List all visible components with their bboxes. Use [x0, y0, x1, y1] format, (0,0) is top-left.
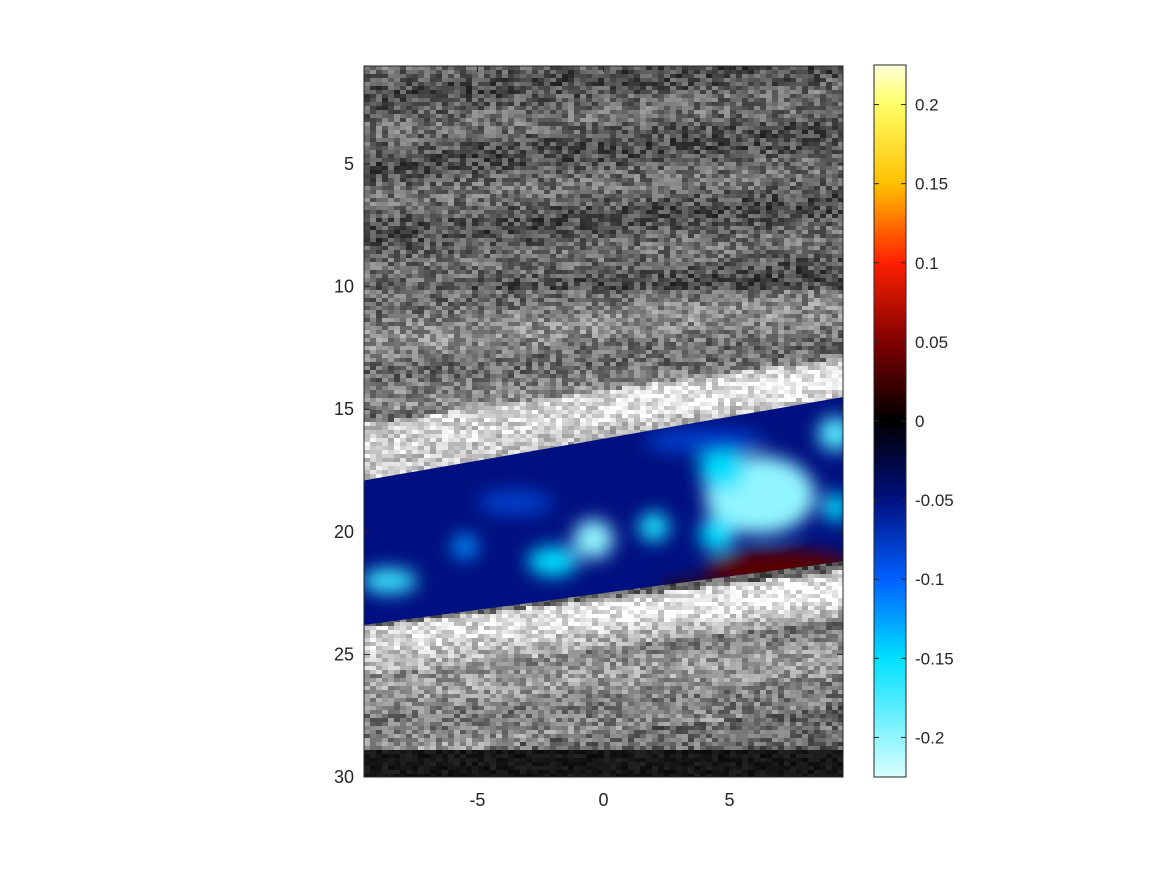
overlay-blob-4 [699, 517, 735, 552]
overlay-blob-6 [638, 512, 670, 542]
overlay-blob-2 [817, 416, 843, 451]
colorbar-tick-label: 0 [915, 412, 924, 431]
plot-area [364, 66, 843, 777]
x-tick-label: -5 [469, 790, 485, 810]
colorbar-tick-label: -0.05 [915, 491, 954, 510]
colorbar-tick-label: 0.15 [915, 175, 948, 194]
y-tick-label: 5 [344, 154, 354, 174]
y-tick-label: 20 [334, 522, 354, 542]
x-axis: -5 0 5 [469, 66, 735, 810]
overlay-blob-9 [364, 568, 417, 594]
doppler-overlay [364, 396, 843, 625]
overlay-blob-7 [527, 546, 579, 576]
overlay-blob-1 [699, 446, 745, 491]
x-tick-label: 0 [598, 790, 608, 810]
colorbar-tick-label: -0.15 [915, 649, 954, 668]
y-axis: 5 10 15 20 25 30 [334, 154, 843, 787]
y-tick-label: 10 [334, 277, 354, 297]
colorbar-tick-label: -0.2 [915, 728, 944, 747]
colorbar-tick-label: 0.05 [915, 333, 948, 352]
colorbar-tick-label: 0.2 [915, 96, 939, 115]
overlay-blob-11 [477, 490, 554, 515]
overlay-blob-3 [822, 492, 843, 523]
x-tick-label: 5 [725, 790, 735, 810]
overlay-blob-8 [452, 534, 478, 559]
y-tick-label: 15 [334, 399, 354, 419]
colorbar-axis: 0.2 0.15 0.1 0.05 0 -0.05 -0.1 -0.15 -0.2 [874, 96, 954, 747]
colorbar-tick-label: 0.1 [915, 254, 939, 273]
y-tick-label: 30 [334, 767, 354, 787]
overlay-blob-10 [643, 428, 765, 454]
colorbar [874, 65, 906, 777]
overlay-blob-5 [573, 519, 614, 559]
y-tick-label: 25 [334, 644, 354, 664]
colorbar-tick-label: -0.1 [915, 570, 944, 589]
